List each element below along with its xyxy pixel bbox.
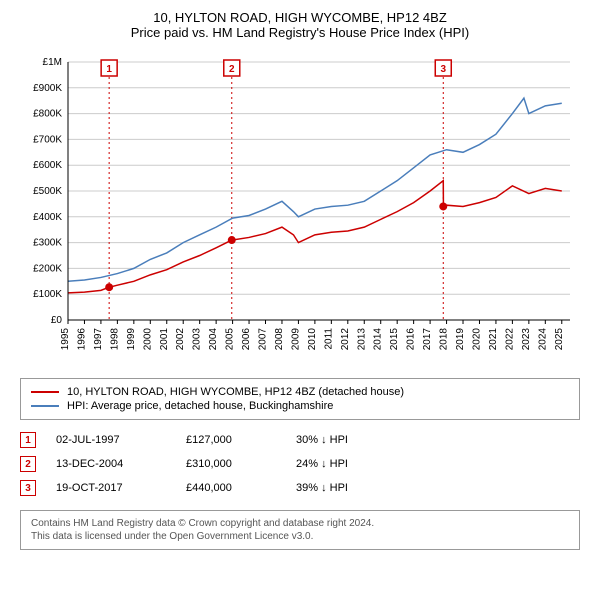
event-date: 19-OCT-2017 [56, 482, 166, 494]
event-date: 13-DEC-2004 [56, 458, 166, 470]
legend-item: HPI: Average price, detached house, Buck… [31, 399, 569, 413]
event-row: 2 13-DEC-2004 £310,000 24% ↓ HPI [20, 452, 580, 476]
chart-svg: £0 £100K £200K £300K £400K £500K £600K £700K £80… [20, 48, 580, 368]
svg-text:2005: 2005 [225, 328, 236, 351]
svg-text:1: 1 [106, 64, 112, 75]
svg-text:2010: 2010 [307, 328, 318, 351]
chart-area: £0 £100K £200K £300K £400K £500K £600K £700K £80… [20, 48, 580, 368]
title-block: 10, HYLTON ROAD, HIGH WYCOMBE, HP12 4BZ … [15, 10, 585, 40]
event-price: £310,000 [186, 458, 276, 470]
event-badge: 3 [20, 480, 36, 496]
svg-text:1999: 1999 [126, 328, 137, 351]
svg-text:2007: 2007 [258, 328, 269, 351]
legend-item: 10, HYLTON ROAD, HIGH WYCOMBE, HP12 4BZ … [31, 385, 569, 399]
svg-text:2000: 2000 [142, 328, 153, 351]
svg-text:2016: 2016 [406, 328, 417, 351]
event-badge: 1 [20, 432, 36, 448]
legend-swatch [31, 405, 59, 407]
event-delta: 24% ↓ HPI [296, 458, 386, 470]
svg-text:£900K: £900K [33, 83, 62, 94]
svg-text:3: 3 [440, 64, 446, 75]
attribution-line: Contains HM Land Registry data © Crown c… [31, 517, 569, 530]
event-delta: 39% ↓ HPI [296, 482, 386, 494]
svg-text:1998: 1998 [109, 328, 120, 351]
events-table: 1 02-JUL-1997 £127,000 30% ↓ HPI 2 13-DE… [20, 428, 580, 500]
event-row: 3 19-OCT-2017 £440,000 39% ↓ HPI [20, 476, 580, 500]
event-badge: 2 [20, 456, 36, 472]
svg-text:£300K: £300K [33, 238, 62, 249]
svg-text:2015: 2015 [389, 328, 400, 351]
svg-text:1997: 1997 [93, 328, 104, 351]
event-delta: 30% ↓ HPI [296, 434, 386, 446]
svg-text:2024: 2024 [537, 328, 548, 351]
svg-text:2021: 2021 [488, 328, 499, 351]
svg-text:£800K: £800K [33, 109, 62, 120]
svg-text:2004: 2004 [208, 328, 219, 351]
svg-text:1995: 1995 [60, 328, 71, 351]
legend-box: 10, HYLTON ROAD, HIGH WYCOMBE, HP12 4BZ … [20, 378, 580, 420]
svg-text:2: 2 [229, 64, 235, 75]
svg-text:2019: 2019 [455, 328, 466, 351]
svg-text:£0: £0 [51, 315, 63, 326]
svg-text:2008: 2008 [274, 328, 285, 351]
svg-text:2011: 2011 [323, 328, 334, 350]
chart-subtitle: Price paid vs. HM Land Registry's House … [15, 25, 585, 40]
svg-text:£600K: £600K [33, 160, 62, 171]
svg-text:2025: 2025 [554, 328, 565, 351]
svg-text:2018: 2018 [439, 328, 450, 351]
svg-text:2017: 2017 [422, 328, 433, 351]
svg-text:2003: 2003 [192, 328, 203, 351]
event-date: 02-JUL-1997 [56, 434, 166, 446]
legend-label: 10, HYLTON ROAD, HIGH WYCOMBE, HP12 4BZ … [67, 386, 404, 398]
svg-text:2009: 2009 [290, 328, 301, 351]
svg-text:£200K: £200K [33, 263, 62, 274]
attribution-line: This data is licensed under the Open Gov… [31, 530, 569, 543]
svg-text:£700K: £700K [33, 134, 62, 145]
svg-text:2023: 2023 [521, 328, 532, 351]
chart-title: 10, HYLTON ROAD, HIGH WYCOMBE, HP12 4BZ [15, 10, 585, 25]
svg-text:2012: 2012 [340, 328, 351, 351]
svg-text:2002: 2002 [175, 328, 186, 351]
event-price: £127,000 [186, 434, 276, 446]
svg-text:£500K: £500K [33, 186, 62, 197]
svg-text:2006: 2006 [241, 328, 252, 351]
svg-text:2022: 2022 [504, 328, 515, 351]
svg-text:1996: 1996 [76, 328, 87, 351]
svg-text:£1M: £1M [43, 57, 62, 68]
svg-text:£400K: £400K [33, 212, 62, 223]
svg-text:2020: 2020 [471, 328, 482, 351]
svg-text:2001: 2001 [159, 328, 170, 351]
svg-text:£100K: £100K [33, 289, 62, 300]
event-price: £440,000 [186, 482, 276, 494]
legend-label: HPI: Average price, detached house, Buck… [67, 400, 333, 412]
svg-text:2014: 2014 [373, 328, 384, 351]
svg-text:2013: 2013 [356, 328, 367, 351]
event-row: 1 02-JUL-1997 £127,000 30% ↓ HPI [20, 428, 580, 452]
legend-swatch [31, 391, 59, 393]
attribution-box: Contains HM Land Registry data © Crown c… [20, 510, 580, 550]
